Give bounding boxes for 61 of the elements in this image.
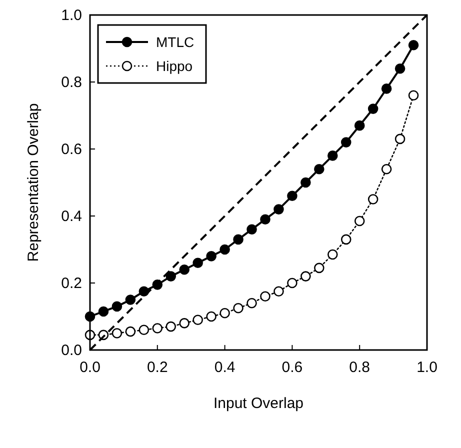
point (152, 323, 163, 334)
x-tick-label: 0.8 (349, 359, 370, 376)
y-axis-title: Representation Overlap (25, 103, 42, 262)
point (125, 326, 136, 337)
point (192, 258, 203, 268)
point (112, 301, 122, 312)
point (394, 134, 406, 144)
point (340, 137, 352, 148)
point (354, 120, 365, 131)
point (381, 84, 392, 94)
point (287, 278, 298, 288)
point (98, 306, 109, 317)
point (327, 249, 338, 260)
y-tick-label: 0.2 (61, 275, 82, 292)
legend-label: Hippo (156, 58, 193, 74)
point (394, 63, 406, 74)
point (206, 251, 216, 262)
point (179, 318, 190, 328)
point (260, 291, 270, 302)
x-tick-label: 0.4 (214, 359, 236, 376)
point (260, 214, 270, 224)
point (220, 308, 230, 318)
point (368, 194, 378, 204)
text: 0.0 (80, 359, 100, 376)
point (125, 294, 136, 305)
point (300, 271, 311, 282)
x-axis-title: Input Overlap (213, 395, 304, 412)
point (192, 314, 203, 325)
point (246, 224, 257, 235)
point (327, 150, 338, 161)
y-tick-label: 0.6 (61, 141, 82, 158)
point (300, 177, 311, 188)
point (179, 264, 190, 275)
point (314, 164, 324, 174)
point (166, 321, 176, 332)
point (381, 164, 392, 174)
point (166, 271, 176, 282)
point (138, 324, 150, 336)
point (220, 244, 230, 255)
point (206, 311, 216, 322)
point (274, 286, 284, 297)
legend-label: MTLC (156, 34, 194, 50)
point (112, 328, 122, 338)
point (408, 40, 419, 50)
point (408, 90, 419, 101)
point (274, 204, 284, 214)
y-tick-label: 0.4 (61, 208, 82, 225)
point (368, 104, 378, 114)
point (287, 190, 298, 202)
point (354, 216, 365, 226)
y-tick-label: 0.8 (61, 74, 82, 91)
text: 1.0 (61, 7, 82, 24)
x-tick-label: 0.6 (282, 359, 303, 376)
point (233, 302, 244, 314)
point (340, 234, 352, 245)
point (233, 234, 244, 245)
x-tick-label: 0.2 (146, 359, 168, 376)
text: 0.0 (61, 342, 82, 359)
text: 1.0 (416, 359, 438, 376)
point (314, 262, 324, 274)
point (246, 298, 257, 308)
